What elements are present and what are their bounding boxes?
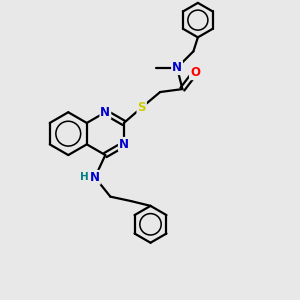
Text: O: O xyxy=(190,66,200,79)
Text: N: N xyxy=(119,138,129,151)
Text: N: N xyxy=(90,171,100,184)
Text: N: N xyxy=(100,106,110,119)
Text: S: S xyxy=(137,101,146,114)
Text: N: N xyxy=(172,61,182,74)
Text: H: H xyxy=(80,172,89,182)
